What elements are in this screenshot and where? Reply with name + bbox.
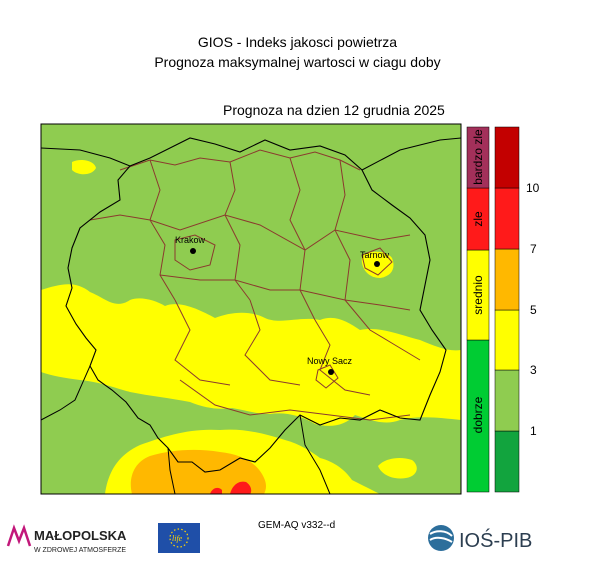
category-legend (466, 126, 490, 493)
eu-life-logo: life (158, 523, 200, 553)
map-frame (40, 123, 462, 495)
moderate-zone (41, 284, 461, 426)
model-version: GEM-AQ v332--d (258, 520, 336, 531)
city-label-nowy-sacz: Nowy Sacz (307, 356, 353, 366)
city-marker-krakow (190, 248, 196, 254)
legend-label-moderate: srednio (471, 275, 485, 315)
moderate-patch-north (72, 160, 96, 175)
color-scale (494, 126, 520, 493)
ios-pib-text: IOŚ-PIB (459, 528, 532, 552)
neighbor-border-north (40, 137, 462, 171)
legend-label-good: dobrze (471, 396, 485, 434)
chart-title: GIOS - Indeks jakosci powietrza (197, 34, 398, 50)
city-marker-nowy-sacz (328, 369, 334, 375)
scale-band-4 (494, 248, 520, 311)
malopolska-name: MAŁOPOLSKA (34, 528, 127, 543)
voivodeship-border (65, 137, 447, 473)
forecast-date: Prognoza na dzien 12 grudnia 2025 (223, 102, 445, 118)
scale-band-1 (494, 430, 520, 493)
bad-zone-2 (210, 487, 222, 494)
scale-band-3 (494, 309, 520, 371)
legend-bar-very-bad (466, 126, 490, 189)
sufficient-zone (130, 449, 266, 494)
district-boundaries (89, 149, 421, 421)
bad-zone (230, 481, 252, 494)
scale-tick-10: 10 (526, 181, 540, 195)
city-label-krakow: Krakow (175, 235, 206, 245)
scale-band-6 (494, 126, 520, 189)
neighbor-border-west (40, 365, 91, 421)
neighbor-border-south (167, 414, 331, 495)
chart-subtitle: Prognoza maksymalnej wartosci w ciagu do… (154, 54, 441, 70)
eu-life-text: life (172, 534, 183, 543)
malopolska-logo: MAŁOPOLSKA W ZDROWEJ ATMOSFERZE (6, 524, 127, 554)
ios-pib-logo: IOŚ-PIB (428, 525, 532, 552)
malopolska-sub: W ZDROWEJ ATMOSFERZE (34, 547, 126, 554)
scale-band-5 (494, 187, 520, 250)
legend-label-bad: zle (471, 211, 485, 227)
scale-tick-3: 3 (530, 363, 537, 377)
scale-tick-7: 7 (530, 242, 537, 256)
city-label-tarnow: Tarnow (360, 250, 390, 260)
scale-band-2 (494, 369, 520, 432)
scale-tick-5: 5 (530, 303, 537, 317)
city-marker-tarnow (374, 261, 380, 267)
scale-tick-1: 1 (530, 424, 537, 438)
moderate-patch-east (378, 458, 417, 479)
legend-label-very-bad: bardzo zle (471, 129, 485, 185)
